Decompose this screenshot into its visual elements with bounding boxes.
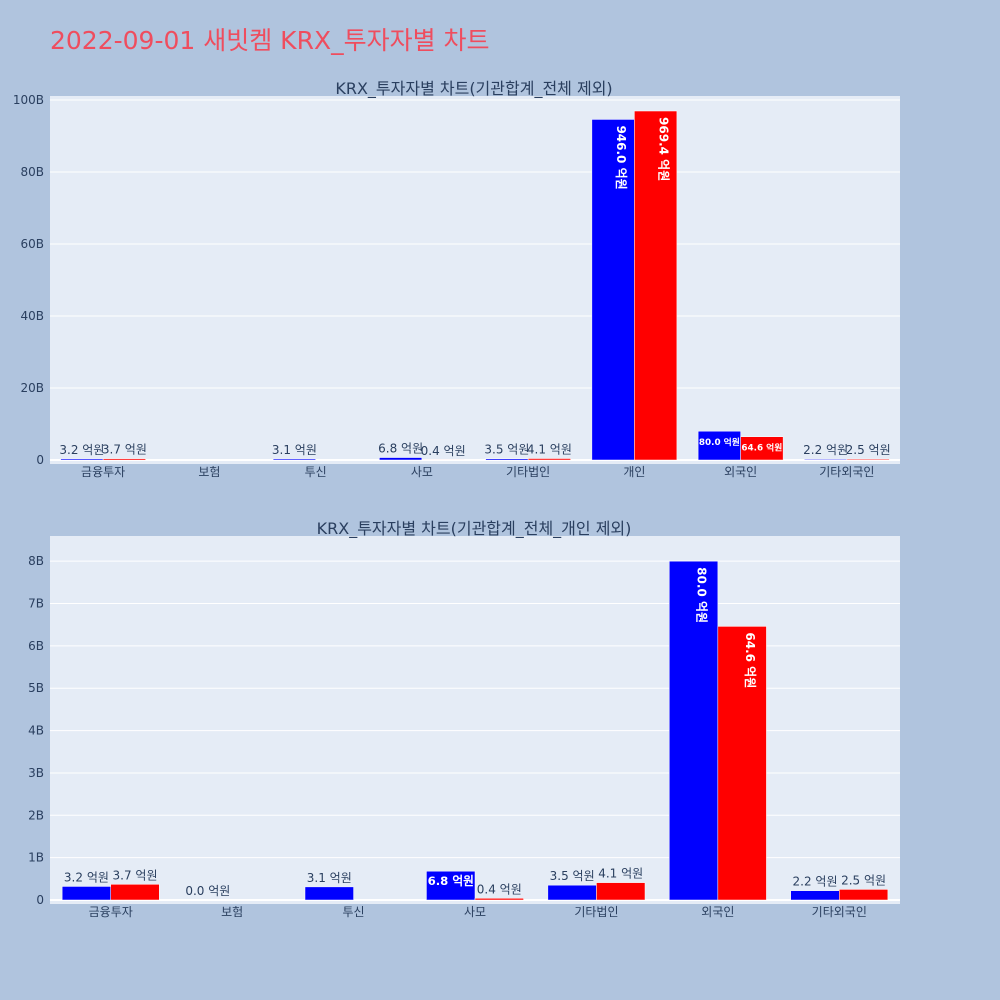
y-tick-label: 20B: [20, 381, 44, 395]
bar: [304, 886, 354, 901]
data-label: 946.0 억원: [614, 125, 628, 189]
x-tick-label: 보험: [221, 905, 243, 919]
data-label: 6.8 억원: [428, 874, 474, 888]
bar: [740, 436, 784, 461]
data-label: 3.5 억원: [484, 443, 529, 457]
x-tick-label: 사모: [464, 905, 486, 919]
data-label: 0.4 억원: [477, 882, 522, 896]
x-tick-label: 개인: [623, 465, 645, 479]
data-label: 80.0 억원: [699, 436, 740, 448]
bar: [272, 458, 316, 461]
x-tick-label: 금융투자: [89, 905, 133, 919]
bar: [596, 882, 646, 901]
data-labels-top: 3.2 억원3.7 억원 3.1 억원 6.8 억원0.4 억원 3.5 억원4.1 …: [59, 117, 890, 458]
x-tick-label: 외국인: [701, 905, 734, 919]
bar: [527, 458, 571, 461]
chart-top: KRX_투자자별 차트(기관합계_전체 제외) 0 20B 40B 60B 80B 100…: [13, 79, 900, 479]
x-tick-label: 외국인: [724, 465, 757, 479]
plot-area-top: [50, 96, 900, 464]
y-tick-label: 0: [36, 453, 44, 467]
y-tick-label: 7B: [28, 597, 44, 611]
data-label: 2.2 억원: [793, 875, 838, 889]
bar: [790, 890, 840, 901]
data-label: 3.5 억원: [550, 869, 595, 883]
bars-bottom: [61, 560, 889, 901]
data-label: 3.1 억원: [307, 871, 352, 885]
figure-title: 2022-09-01 새빗켐 KRX_투자자별 차트: [50, 26, 490, 55]
y-tick-label: 5B: [28, 681, 44, 695]
bar: [804, 458, 848, 461]
y-tick-label: 40B: [20, 309, 44, 323]
x-tick-label: 기타법인: [506, 465, 550, 479]
data-label: 2.2 억원: [803, 443, 848, 457]
y-tick-label: 100B: [13, 93, 44, 107]
y-tick-label: 80B: [20, 165, 44, 179]
chart-bottom-title: KRX_투자자별 차트(기관합계_전체_개인 제외): [317, 519, 632, 539]
bar: [547, 884, 597, 901]
data-label: 64.6 억원: [743, 632, 757, 688]
bar: [110, 884, 160, 901]
bar: [60, 458, 104, 461]
y-tick-label: 3B: [28, 766, 44, 780]
bar: [634, 110, 678, 461]
x-tick-label: 사모: [411, 465, 433, 479]
x-tick-label: 기타법인: [574, 905, 618, 919]
y-ticks-top: 0 20B 40B 60B 80B 100B: [13, 93, 44, 467]
x-ticks-bottom: 금융투자 보험 투신 사모 기타법인 외국인 기타외국인: [89, 905, 867, 919]
bar: [61, 886, 111, 901]
data-label: 3.2 억원: [64, 870, 109, 884]
y-tick-label: 1B: [28, 851, 44, 865]
data-label: 2.5 억원: [846, 443, 891, 457]
bar: [591, 119, 635, 461]
data-label: 0.0 억원: [185, 884, 230, 898]
data-label: 3.2 억원: [59, 443, 104, 457]
chart-top-title: KRX_투자자별 차트(기관합계_전체 제외): [335, 79, 612, 99]
x-tick-label: 투신: [343, 905, 365, 919]
bar: [839, 889, 889, 901]
bar: [426, 870, 476, 901]
bar: [697, 430, 741, 461]
bar: [379, 457, 423, 461]
bar: [846, 458, 890, 461]
data-label: 64.6 억원: [741, 442, 782, 454]
x-tick-label: 기타외국인: [812, 905, 867, 919]
bars-top: [60, 110, 890, 461]
x-tick-label: 금융투자: [81, 465, 125, 479]
x-ticks-top: 금융투자 보험 투신 사모 기타법인 개인 외국인 기타외국인: [81, 465, 874, 479]
chart-bottom: KRX_투자자별 차트(기관합계_전체_개인 제외) 0 1B 2B 3B 4B 5B 6B…: [28, 519, 900, 919]
data-label: 6.8 억원: [378, 442, 423, 456]
y-tick-label: 60B: [20, 237, 44, 251]
y-tick-label: 8B: [28, 554, 44, 568]
y-tick-label: 0: [36, 893, 44, 907]
plot-area-bottom: [50, 536, 900, 904]
x-tick-label: 투신: [305, 465, 327, 479]
data-label: 80.0 억원: [695, 567, 709, 623]
data-label: 969.4 억원: [657, 117, 671, 181]
bar: [102, 458, 146, 461]
data-label: 2.5 억원: [841, 873, 886, 887]
bar: [474, 898, 524, 901]
data-label: 3.1 억원: [272, 443, 317, 457]
data-label: 0.4 억원: [421, 444, 466, 458]
y-tick-label: 2B: [28, 808, 44, 822]
y-tick-label: 4B: [28, 724, 44, 738]
bar: [717, 626, 767, 901]
x-tick-label: 기타외국인: [819, 465, 874, 479]
bar: [485, 458, 529, 461]
data-label: 4.1 억원: [527, 443, 572, 457]
data-label: 4.1 억원: [598, 867, 643, 881]
y-ticks-bottom: 0 1B 2B 3B 4B 5B 6B 7B 8B: [28, 554, 44, 907]
y-tick-label: 6B: [28, 639, 44, 653]
data-label: 3.7 억원: [102, 443, 147, 457]
bar: [669, 560, 719, 901]
data-label: 3.7 억원: [113, 868, 158, 882]
x-tick-label: 보험: [198, 465, 220, 479]
data-labels-bottom: 3.2 억원 3.7 억원 0.0 억원 3.1 억원 6.8 억원0.4 억원 3.5 …: [64, 567, 886, 898]
